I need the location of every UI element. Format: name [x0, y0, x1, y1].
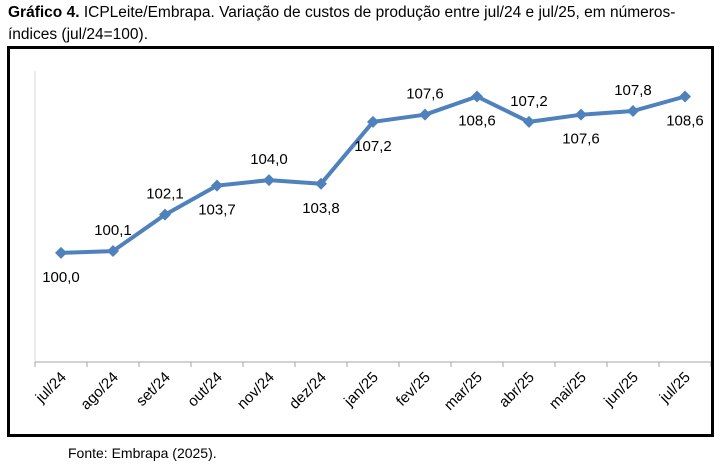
- data-point-marker: [159, 208, 171, 221]
- data-point-marker: [679, 90, 691, 103]
- data-label: 107,8: [614, 82, 652, 99]
- chart-frame: jul/24 ago/24 set/24 out/24 nov/24 dez/24 jan/…: [7, 46, 714, 437]
- data-label: 103,7: [198, 202, 236, 219]
- data-point-marker: [315, 177, 327, 190]
- data-label: 107,2: [354, 138, 392, 155]
- x-tick-label: fev/25: [393, 369, 434, 410]
- data-point-marker: [471, 90, 483, 103]
- data-label: 107,6: [406, 86, 444, 103]
- x-tick-label: ago/24: [77, 369, 121, 413]
- x-tick-label: set/24: [133, 369, 174, 410]
- data-label: 100,0: [42, 269, 80, 286]
- data-label: 108,6: [666, 112, 704, 129]
- data-label: 104,0: [250, 151, 288, 168]
- data-point-marker: [419, 108, 431, 121]
- chart-caption: Gráfico 4. ICPLeite/Embrapa. Variação de…: [8, 2, 720, 46]
- data-label: 100,1: [94, 222, 132, 239]
- data-point-marker: [211, 179, 223, 192]
- x-axis-labels: jul/24 ago/24 set/24 out/24 nov/24 dez/24 jan/…: [32, 369, 694, 414]
- caption-label: Gráfico 4.: [8, 4, 80, 21]
- x-tick-label: jan/25: [340, 369, 382, 411]
- data-label: 107,6: [562, 131, 600, 148]
- data-label: 102,1: [146, 186, 184, 203]
- data-point-marker: [627, 105, 639, 118]
- data-point-marker: [107, 245, 119, 258]
- x-tick-label: dez/24: [286, 369, 330, 413]
- x-tick-label: out/24: [184, 369, 226, 411]
- data-point-marker: [523, 115, 535, 128]
- x-tick-label: abr/25: [496, 369, 538, 411]
- source-note: Fonte: Embrapa (2025).: [68, 445, 217, 461]
- x-tick-label: mai/25: [546, 369, 590, 413]
- x-tick-label: nov/24: [234, 369, 278, 413]
- data-point-marker: [575, 108, 587, 121]
- x-tick-label: jul/24: [32, 369, 70, 407]
- x-tick-label: jun/25: [600, 369, 642, 411]
- line-chart: jul/24 ago/24 set/24 out/24 nov/24 dez/24 jan/…: [32, 71, 712, 414]
- data-label: 103,8: [302, 200, 340, 217]
- data-point-marker: [263, 174, 275, 187]
- data-point-marker: [55, 246, 67, 259]
- caption-text: ICPLeite/Embrapa. Variação de custos de …: [8, 4, 676, 43]
- data-label: 108,6: [458, 112, 496, 129]
- data-point-marker: [367, 115, 379, 128]
- series-markers: [55, 90, 691, 259]
- x-tick-label: jul/25: [656, 369, 694, 407]
- data-label: 107,2: [510, 93, 548, 110]
- data-labels: 100,0 100,1 102,1 103,7 104,0 103,8 107,2 107,6…: [42, 82, 704, 286]
- x-axis-ticks: [34, 362, 712, 367]
- x-tick-label: mar/25: [441, 369, 486, 414]
